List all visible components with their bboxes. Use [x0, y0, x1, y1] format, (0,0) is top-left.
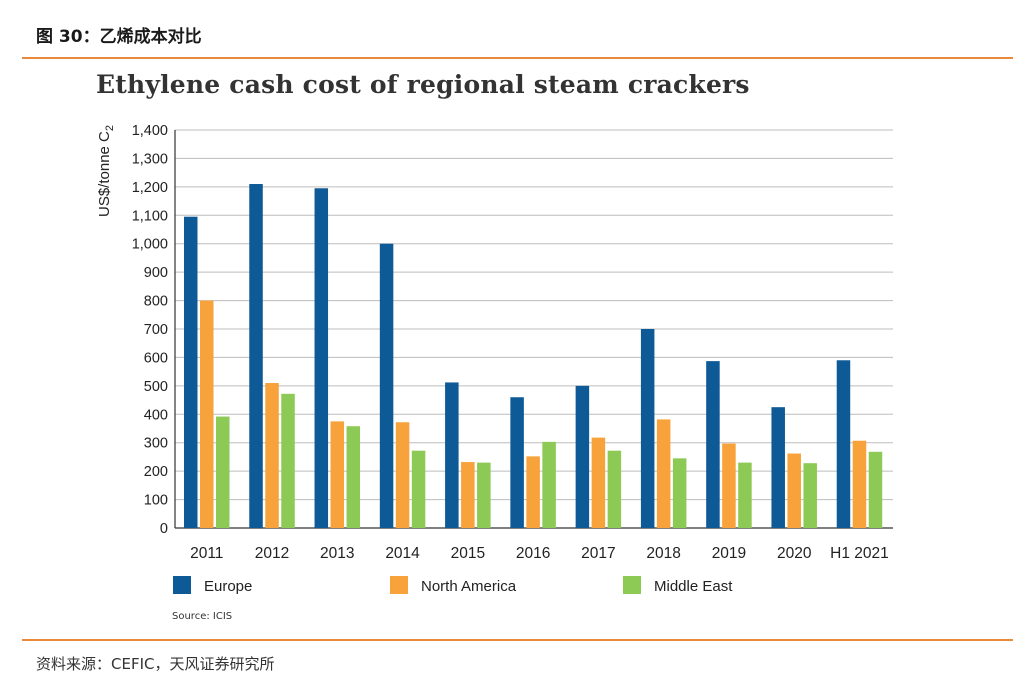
legend-swatch [390, 576, 408, 594]
x-tick-label: 2013 [320, 545, 354, 562]
bar-europe [249, 184, 263, 528]
y-tick-label: 300 [144, 436, 168, 452]
bar-north-america [852, 440, 867, 528]
bar-europe [184, 216, 198, 528]
y-axis-label-text: US$/tonne C2 [96, 125, 116, 217]
y-tick-label: 400 [144, 407, 168, 423]
bar-europe [640, 329, 655, 528]
y-tick-label: 1,300 [132, 151, 168, 167]
y-tick-label: 800 [144, 294, 168, 310]
x-tick-label: 2014 [385, 545, 420, 562]
bar-north-america [591, 437, 606, 528]
bar-europe [379, 243, 394, 528]
y-tick-label: 700 [144, 322, 168, 338]
y-tick-label: 200 [144, 464, 168, 480]
bar-europe [445, 382, 459, 528]
legend: Europe North America Middle East [173, 576, 733, 595]
x-tick-label: H1 2021 [830, 545, 889, 562]
bar-middle-east [411, 450, 426, 528]
bar-europe [771, 407, 785, 528]
y-tick-label: 100 [144, 493, 168, 509]
bar-europe [314, 188, 329, 528]
x-tick-label: 2018 [646, 545, 680, 562]
x-tick-label: 2017 [581, 545, 615, 562]
bar-middle-east [346, 426, 361, 528]
y-tick-label: 600 [144, 350, 168, 366]
legend-swatch [623, 576, 641, 594]
chart-title: Ethylene cash cost of regional steam cra… [96, 70, 750, 99]
bar-middle-east [738, 462, 752, 528]
bar-europe [510, 397, 524, 528]
y-tick-label: 1,100 [132, 208, 168, 224]
legend-label: North America [421, 578, 517, 595]
x-tick-label: 2012 [255, 545, 289, 562]
y-tick-label: 1,200 [132, 180, 168, 196]
x-tick-label: 2020 [777, 545, 812, 562]
y-tick-label: 1,400 [132, 123, 168, 139]
y-tick-label: 900 [144, 265, 168, 281]
bar-europe [575, 385, 590, 528]
bar-europe [836, 360, 851, 528]
bar-europe [706, 361, 720, 528]
bar-north-america [722, 443, 736, 528]
bar-middle-east [607, 450, 622, 528]
bar-middle-east [868, 451, 883, 528]
bar-series [184, 184, 883, 528]
bar-middle-east [803, 463, 817, 528]
x-tick-label: 2011 [190, 545, 223, 562]
bar-north-america [526, 456, 540, 528]
legend-label: Europe [204, 578, 252, 595]
legend-label: Middle East [654, 578, 733, 595]
x-tick-label: 2019 [712, 545, 746, 562]
figure-label: 图 30：乙烯成本对比 [36, 27, 202, 47]
bar-north-america [461, 462, 475, 528]
x-tick-label: 2016 [516, 545, 550, 562]
x-tick-label: 2015 [451, 545, 485, 562]
bar-middle-east [477, 462, 491, 528]
bar-north-america [787, 453, 801, 528]
y-axis-label: US$/tonne C2 [96, 125, 116, 217]
bar-middle-east [216, 416, 230, 528]
y-tick-label: 1,000 [132, 237, 168, 253]
footer-divider [22, 639, 1013, 641]
bar-north-america [656, 419, 671, 528]
bar-north-america [395, 422, 410, 528]
bar-north-america [330, 421, 345, 528]
bar-middle-east [542, 441, 556, 528]
bar-north-america [200, 300, 214, 528]
legend-swatch [173, 576, 191, 594]
bar-middle-east [672, 458, 687, 528]
bar-north-america [265, 383, 279, 528]
source-footer: 资料来源：CEFIC，天风证券研究所 [36, 655, 275, 673]
header-divider [22, 57, 1013, 59]
chart-source-note: Source: ICIS [172, 611, 233, 622]
y-tick-labels: 0 100 200 300 400 500 600 700 800 900 1,000 1,100 1,… [132, 123, 168, 537]
y-tick-label: 0 [160, 521, 168, 537]
bar-middle-east [281, 393, 295, 528]
y-tick-label: 500 [144, 379, 168, 395]
x-tick-labels: 2011 2012 2013 2014 2015 2016 2017 2018 2019 2020… [190, 545, 889, 562]
